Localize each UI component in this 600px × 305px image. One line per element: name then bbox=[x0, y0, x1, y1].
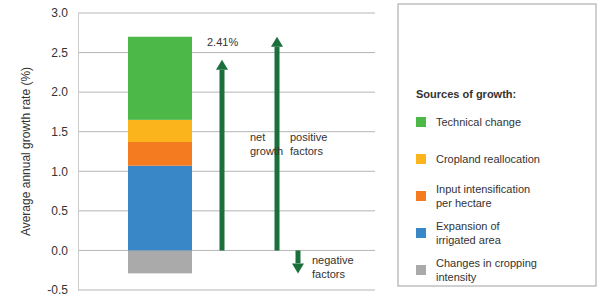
legend-swatch bbox=[416, 154, 426, 164]
y-tick-label: 1.5 bbox=[51, 125, 68, 139]
net-value-label: 2.41% bbox=[207, 36, 238, 48]
y-tick: -0.5 bbox=[47, 283, 78, 297]
legend-label: Expansion of irrigated area bbox=[436, 220, 502, 246]
negative-arrow bbox=[292, 250, 304, 273]
y-tick-label: 0.5 bbox=[51, 204, 68, 218]
y-tick-label: 3.0 bbox=[51, 6, 68, 20]
grid-line bbox=[78, 210, 375, 211]
positive-label-line: positive bbox=[290, 131, 327, 143]
legend-label-line: Cropland reallocation bbox=[436, 153, 540, 165]
grid bbox=[78, 13, 375, 290]
grid-line bbox=[78, 171, 375, 172]
legend-swatch bbox=[416, 228, 426, 238]
positive-label: positive factors bbox=[290, 131, 327, 157]
y-axis: -0.5 0.0 0.5 1.0 1.5 2.0 2.5 3.0 bbox=[47, 6, 78, 297]
grid-line bbox=[78, 92, 375, 93]
y-tick: 3.0 bbox=[51, 6, 78, 20]
positive-label-line: factors bbox=[290, 145, 324, 157]
y-tick: 2.5 bbox=[51, 46, 78, 60]
legend-label: Cropland reallocation bbox=[436, 153, 540, 165]
bar-segment bbox=[128, 37, 192, 120]
legend-label-line: per hectare bbox=[436, 197, 492, 209]
legend-label-line: irrigated area bbox=[436, 234, 502, 246]
y-tick-label: -0.5 bbox=[47, 283, 68, 297]
negative-label-line: negative bbox=[312, 254, 354, 266]
grid-line bbox=[78, 131, 375, 132]
net-label-line: net bbox=[250, 131, 265, 143]
legend-title: Sources of growth: bbox=[416, 88, 516, 100]
negative-arrow-shaft bbox=[296, 250, 301, 263]
legend: Sources of growth: Technical change Cropla… bbox=[398, 4, 596, 286]
chart: -0.5 0.0 0.5 1.0 1.5 2.0 2.5 3.0 Average annual … bbox=[0, 0, 600, 305]
legend-swatch bbox=[416, 265, 426, 275]
y-tick-label: 0.0 bbox=[51, 244, 68, 258]
net-arrow bbox=[216, 60, 228, 251]
y-tick: 1.0 bbox=[51, 165, 78, 179]
y-tick: 0.5 bbox=[51, 204, 78, 218]
y-tick-label: 1.0 bbox=[51, 165, 68, 179]
net-label-line: growth bbox=[250, 145, 283, 157]
y-tick-label: 2.0 bbox=[51, 85, 68, 99]
legend-label: Technical change bbox=[436, 116, 521, 128]
positive-arrow-head bbox=[271, 37, 283, 47]
bar-segment bbox=[128, 166, 192, 251]
negative-label-line: factors bbox=[312, 268, 346, 280]
net-arrow-head bbox=[216, 60, 228, 70]
legend-label-line: Input intensification bbox=[436, 183, 530, 195]
y-tick: 0.0 bbox=[51, 244, 78, 258]
grid-line bbox=[78, 290, 375, 291]
negative-label: negative factors bbox=[312, 254, 354, 280]
legend-label-line: Changes in cropping bbox=[436, 257, 537, 269]
net-arrow-shaft bbox=[220, 70, 225, 251]
positive-arrow bbox=[271, 37, 283, 251]
legend-label: Changes in cropping intensity bbox=[436, 257, 537, 283]
legend-frame bbox=[398, 4, 596, 286]
negative-arrow-head bbox=[292, 263, 304, 273]
bar-segment bbox=[128, 250, 192, 273]
legend-label: Input intensification per hectare bbox=[436, 183, 530, 209]
net-label: net growth bbox=[250, 131, 283, 157]
y-axis-title: Average annual growth rate (%) bbox=[19, 67, 33, 236]
bar-segment bbox=[128, 142, 192, 166]
legend-swatch bbox=[416, 117, 426, 127]
plot-area bbox=[128, 37, 304, 274]
grid-line bbox=[78, 52, 375, 53]
legend-swatch bbox=[416, 191, 426, 201]
legend-label-line: Technical change bbox=[436, 116, 521, 128]
y-axis-line bbox=[78, 14, 79, 291]
grid-line bbox=[78, 13, 375, 14]
legend-label-line: intensity bbox=[436, 271, 477, 283]
bar-segment bbox=[128, 120, 192, 142]
grid-line bbox=[78, 250, 375, 251]
y-tick: 2.0 bbox=[51, 85, 78, 99]
y-tick: 1.5 bbox=[51, 125, 78, 139]
y-tick-label: 2.5 bbox=[51, 46, 68, 60]
legend-label-line: Expansion of bbox=[436, 220, 501, 232]
